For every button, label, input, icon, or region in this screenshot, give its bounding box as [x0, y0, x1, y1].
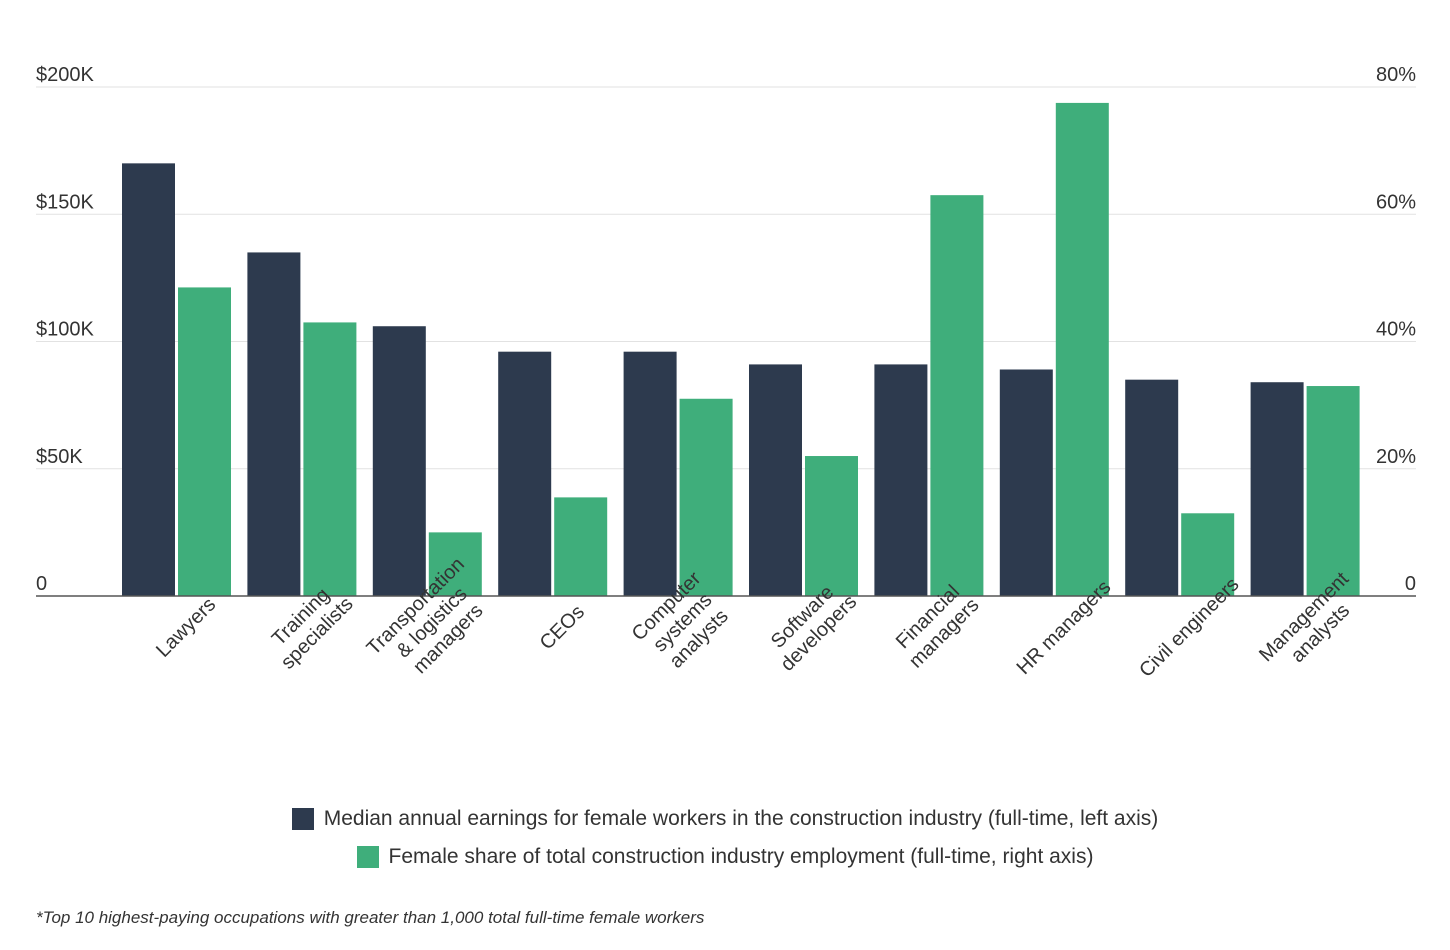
bar-female-share: [303, 322, 357, 596]
category-label-line: CEOs: [536, 601, 589, 654]
bar-earnings: [874, 364, 928, 596]
bar-female-share: [554, 497, 608, 596]
right-tick-label: 0: [1405, 573, 1416, 595]
left-tick-label: $200K: [36, 64, 94, 86]
legend-label-share: Female share of total construction indus…: [388, 845, 1094, 868]
legend-item-earnings: Median annual earnings for female worker…: [0, 800, 1450, 838]
right-tick-label: 40%: [1376, 319, 1416, 341]
category-label-line: Lawyers: [152, 594, 220, 662]
bars: [122, 102, 1360, 597]
left-tick-label: $50K: [36, 446, 83, 468]
bar-earnings: [498, 351, 552, 596]
bar-female-share: [1181, 513, 1235, 596]
legend-swatch-share: [356, 846, 379, 868]
right-tick-label: 80%: [1376, 64, 1416, 86]
bar-earnings: [623, 351, 677, 596]
bar-earnings: [1125, 379, 1179, 596]
bar-female-share: [1306, 386, 1360, 596]
bar-female-share: [1055, 102, 1109, 596]
bar-earnings: [1250, 382, 1304, 596]
legend-swatch-earnings: [291, 808, 314, 830]
bar-female-share: [930, 195, 984, 596]
bar-earnings: [247, 252, 301, 597]
bar-earnings: [372, 326, 426, 596]
legend-item-share: Female share of total construction indus…: [0, 838, 1450, 876]
bar-earnings: [749, 364, 802, 596]
category-label: CEOs: [536, 601, 589, 654]
left-tick-label: 0: [36, 573, 47, 595]
bar-female-share: [679, 398, 733, 596]
bar-female-share: [805, 456, 858, 596]
bar-earnings: [999, 369, 1053, 596]
category-label: Lawyers: [152, 594, 220, 662]
legend-label-earnings: Median annual earnings for female worker…: [323, 807, 1159, 830]
bar-female-share: [178, 287, 231, 596]
right-axis-ticks: 0 20% 40% 60% 80%: [1376, 64, 1416, 595]
left-tick-label: $150K: [36, 191, 94, 213]
left-tick-label: $100K: [36, 319, 94, 341]
right-tick-label: 60%: [1376, 191, 1416, 213]
legend: Median annual earnings for female worker…: [0, 800, 1450, 876]
bar-female-share: [428, 532, 482, 596]
left-axis-ticks: 0 $50K $100K $150K $200K: [36, 64, 94, 595]
right-tick-label: 20%: [1376, 446, 1416, 468]
bar-earnings: [122, 163, 175, 596]
footnote: *Top 10 highest-paying occupations with …: [36, 908, 705, 927]
